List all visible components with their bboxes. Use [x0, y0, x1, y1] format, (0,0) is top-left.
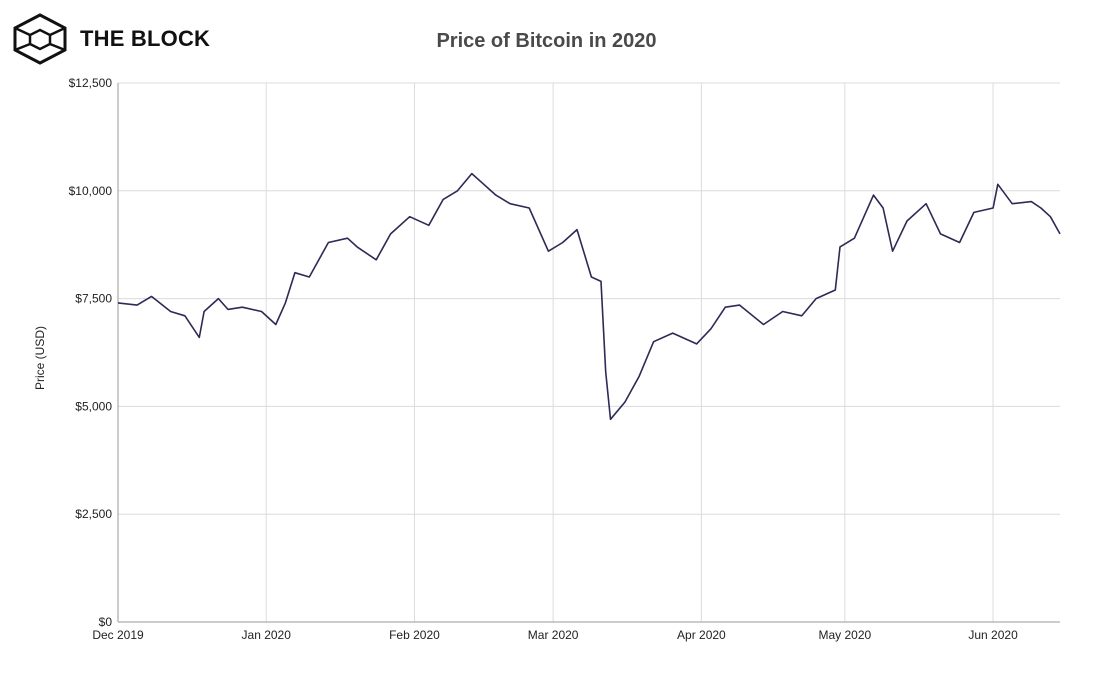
grid-lines	[117, 82, 1060, 623]
y-tick-label: $5,000	[75, 399, 112, 413]
x-axis-ticks: Dec 2019 Jan 2020 Feb 2020 Mar 2020 Apr 2020…	[92, 628, 1018, 642]
x-tick-label: Apr 2020	[677, 628, 726, 642]
series-line-bitcoin-price	[117, 172, 1061, 421]
y-axis-title: Price (USD)	[33, 326, 47, 390]
brand-name: THE BLOCK	[80, 26, 211, 51]
y-axis-ticks: $0 $2,500 $5,000 $7,500 $10,000 $12,500	[69, 76, 113, 629]
chart-title: Price of Bitcoin in 2020	[436, 30, 657, 52]
y-tick-label: $12,500	[69, 76, 113, 90]
x-tick-label: Mar 2020	[528, 628, 579, 642]
y-tick-label: $0	[99, 615, 113, 629]
x-tick-label: Jan 2020	[242, 628, 292, 642]
x-tick-label: Dec 2019	[92, 628, 144, 642]
x-tick-label: May 2020	[818, 628, 871, 642]
x-tick-label: Jun 2020	[968, 628, 1018, 642]
brand-logo: THE BLOCK	[12, 13, 210, 65]
y-tick-label: $10,000	[69, 184, 113, 198]
cube-icon	[13, 13, 67, 65]
y-tick-label: $7,500	[75, 292, 112, 306]
x-tick-label: Feb 2020	[389, 628, 440, 642]
y-tick-label: $2,500	[75, 507, 112, 521]
series-group	[117, 172, 1061, 421]
